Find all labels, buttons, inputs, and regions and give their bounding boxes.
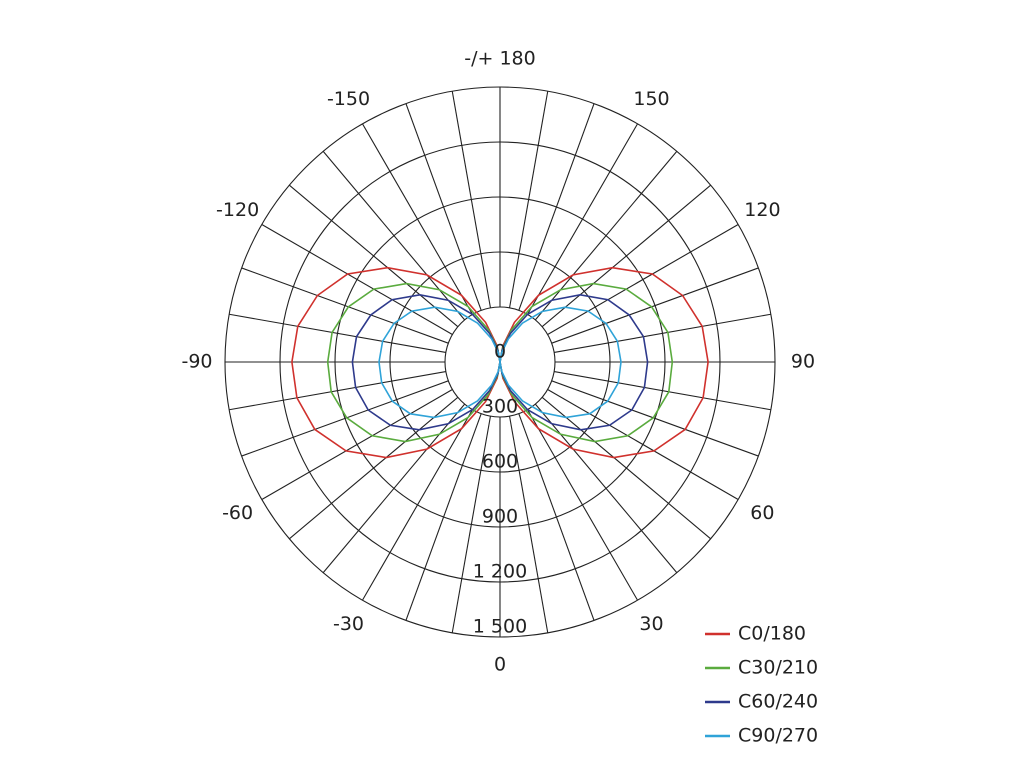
series-line (378, 306, 622, 419)
legend-label: C0/180 (738, 623, 806, 645)
theta-tick-label: 0 (494, 654, 506, 676)
theta-tick-label: -150 (327, 88, 370, 110)
legend-label: C30/210 (738, 657, 818, 679)
legend-label: C60/240 (738, 691, 818, 713)
ring (334, 196, 666, 528)
ring (444, 306, 556, 418)
r-tick-label: 1 500 (473, 616, 527, 638)
theta-tick-label: -120 (216, 199, 259, 221)
legend-label: C90/270 (738, 725, 818, 747)
r-tick-label: 1 200 (473, 561, 527, 583)
theta-tick-label: -/+ 180 (464, 48, 535, 70)
theta-tick-label: 120 (744, 199, 780, 221)
ring (279, 141, 721, 583)
theta-tick-label: 90 (791, 351, 815, 373)
theta-tick-label: -30 (333, 613, 364, 635)
r-tick-label: 600 (482, 451, 518, 473)
r-tick-label: 0 (494, 341, 506, 363)
theta-tick-label: 30 (639, 613, 663, 635)
r-tick-label: 300 (482, 396, 518, 418)
ring (224, 86, 776, 638)
theta-tick-label: 150 (633, 88, 669, 110)
theta-tick-label: 60 (750, 502, 774, 524)
theta-tick-label: -90 (181, 351, 212, 373)
ring (389, 251, 611, 473)
theta-tick-label: -60 (222, 502, 253, 524)
r-tick-label: 900 (482, 506, 518, 528)
